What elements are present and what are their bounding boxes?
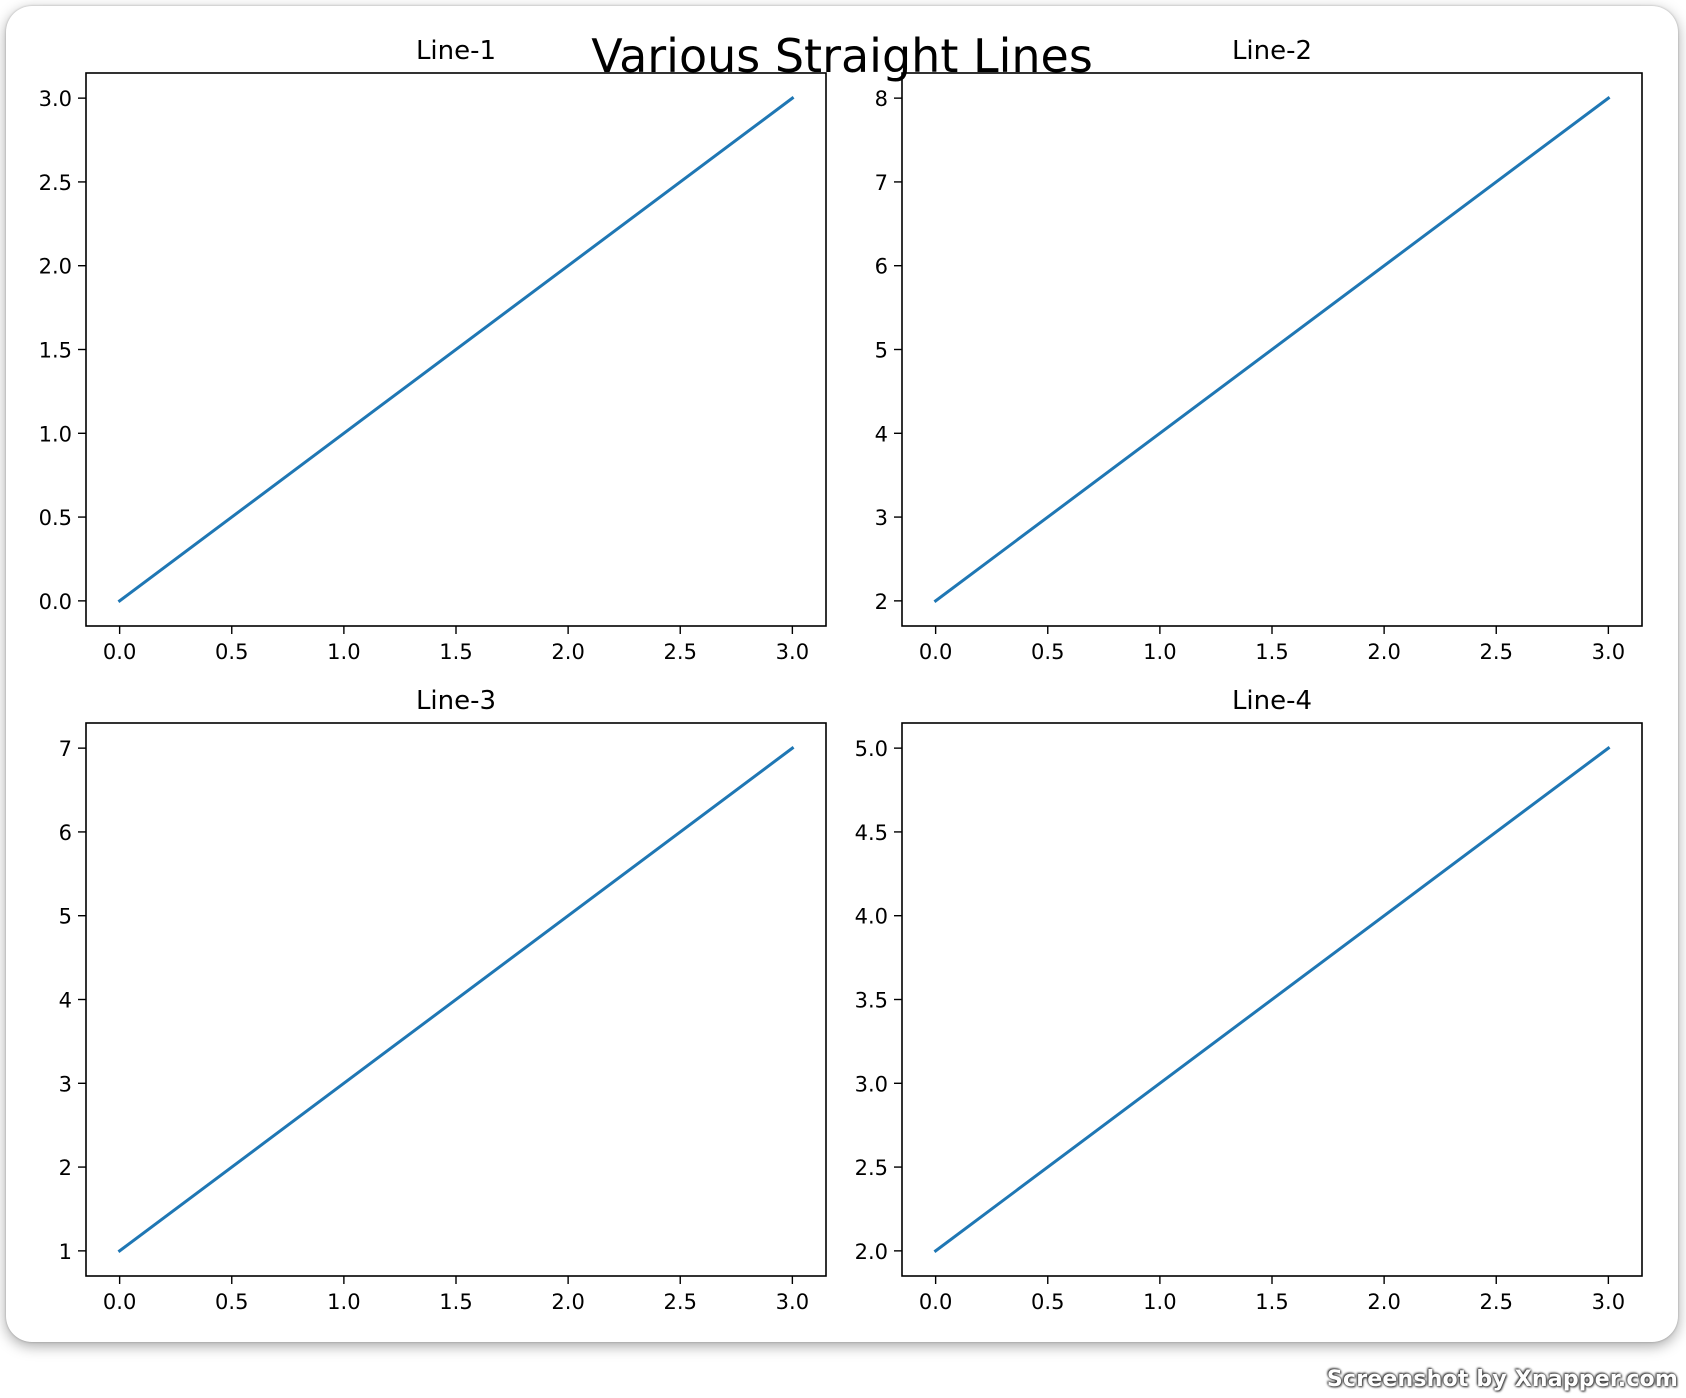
y-tick-label: 0.0: [39, 590, 72, 614]
series-line: [933, 96, 1611, 603]
x-tick-label: 2.0: [1367, 1290, 1400, 1314]
subplot-3: Line-3 0.0 0.5 1.0 1.5 2.0 2.5 3.0 1 2 3 4 5 6 7: [59, 686, 827, 1314]
x-tick-label: 1.5: [1255, 1290, 1288, 1314]
y-tick-label: 2.0: [39, 255, 72, 279]
series-line: [933, 746, 1611, 1253]
subplot-2: Line-2 0.0 0.5 1.0 1.5 2.0 2.5 3.0 2 3 4 5 6 7 8: [875, 36, 1643, 664]
y-tick-label: 8: [875, 87, 888, 111]
subplot-title: Line-4: [1232, 686, 1312, 716]
x-tick-label: 3.0: [776, 1290, 809, 1314]
y-tick-label: 2: [875, 590, 888, 614]
x-tick-label: 1.0: [327, 640, 360, 664]
x-tick-label: 2.5: [664, 1290, 697, 1314]
y-tick-label: 4: [875, 422, 888, 446]
y-tick-label: 1: [59, 1240, 72, 1264]
x-tick-label: 1.0: [327, 1290, 360, 1314]
x-tick-label: 3.0: [1592, 640, 1625, 664]
y-tick-label: 5.0: [855, 737, 888, 761]
y-tick-label: 5: [875, 339, 888, 363]
x-tick-label: 0.0: [103, 640, 136, 664]
y-tick-label: 4.0: [855, 905, 888, 929]
x-tick-label: 3.0: [776, 640, 809, 664]
series-line: [117, 96, 795, 603]
x-tick-label: 2.5: [1480, 640, 1513, 664]
x-tick-label: 1.0: [1143, 640, 1176, 664]
x-tick-label: 1.0: [1143, 1290, 1176, 1314]
y-tick-label: 2.5: [855, 1156, 888, 1180]
x-tick-label: 0.5: [215, 1290, 248, 1314]
y-tick-label: 4: [59, 989, 72, 1013]
x-tick-label: 2.5: [1480, 1290, 1513, 1314]
x-tick-label: 2.0: [551, 640, 584, 664]
x-tick-label: 2.5: [664, 640, 697, 664]
y-tick-label: 1.0: [39, 422, 72, 446]
subplot-4: Line-4 0.0 0.5 1.0 1.5 2.0 2.5 3.0 2.0 2.5 3.0 3.5 4…: [855, 686, 1643, 1314]
subplot-title: Line-3: [416, 686, 496, 716]
y-tick-label: 6: [875, 255, 888, 279]
watermark: Screenshot by Xnapper.com: [1326, 1367, 1678, 1392]
x-tick-label: 2.0: [551, 1290, 584, 1314]
y-tick-label: 6: [59, 821, 72, 845]
series-line: [117, 746, 795, 1253]
y-tick-label: 4.5: [855, 821, 888, 845]
figure: Line-1 0.0 0.5 1.0 1.5 2.0 2.5 3.0 0.0 0.5 1.0 1.5 2…: [39, 29, 1643, 1314]
y-tick-label: 3: [875, 506, 888, 530]
y-tick-label: 2: [59, 1156, 72, 1180]
x-tick-label: 0.5: [215, 640, 248, 664]
y-tick-label: 0.5: [39, 506, 72, 530]
subplot-1: Line-1 0.0 0.5 1.0 1.5 2.0 2.5 3.0 0.0 0.5 1.0 1.5 2…: [39, 36, 827, 664]
y-tick-label: 7: [59, 737, 72, 761]
y-tick-label: 3: [59, 1072, 72, 1096]
subplot-title: Line-1: [416, 36, 496, 66]
x-tick-label: 1.5: [439, 1290, 472, 1314]
figure-title: Various Straight Lines: [591, 29, 1093, 83]
x-tick-label: 0.0: [919, 640, 952, 664]
x-tick-label: 1.5: [439, 640, 472, 664]
y-tick-label: 1.5: [39, 339, 72, 363]
x-tick-label: 1.5: [1255, 640, 1288, 664]
y-tick-label: 3.5: [855, 989, 888, 1013]
subplot-title: Line-2: [1232, 36, 1312, 66]
y-tick-label: 3.0: [855, 1072, 888, 1096]
chart-card: Line-1 0.0 0.5 1.0 1.5 2.0 2.5 3.0 0.0 0.5 1.0 1.5 2…: [6, 6, 1678, 1342]
y-tick-label: 5: [59, 905, 72, 929]
y-tick-label: 2.5: [39, 171, 72, 195]
y-tick-label: 2.0: [855, 1240, 888, 1264]
y-tick-label: 7: [875, 171, 888, 195]
x-tick-label: 3.0: [1592, 1290, 1625, 1314]
x-tick-label: 0.5: [1031, 1290, 1064, 1314]
x-tick-label: 2.0: [1367, 640, 1400, 664]
x-tick-label: 0.0: [919, 1290, 952, 1314]
x-tick-label: 0.5: [1031, 640, 1064, 664]
y-tick-label: 3.0: [39, 87, 72, 111]
x-tick-label: 0.0: [103, 1290, 136, 1314]
